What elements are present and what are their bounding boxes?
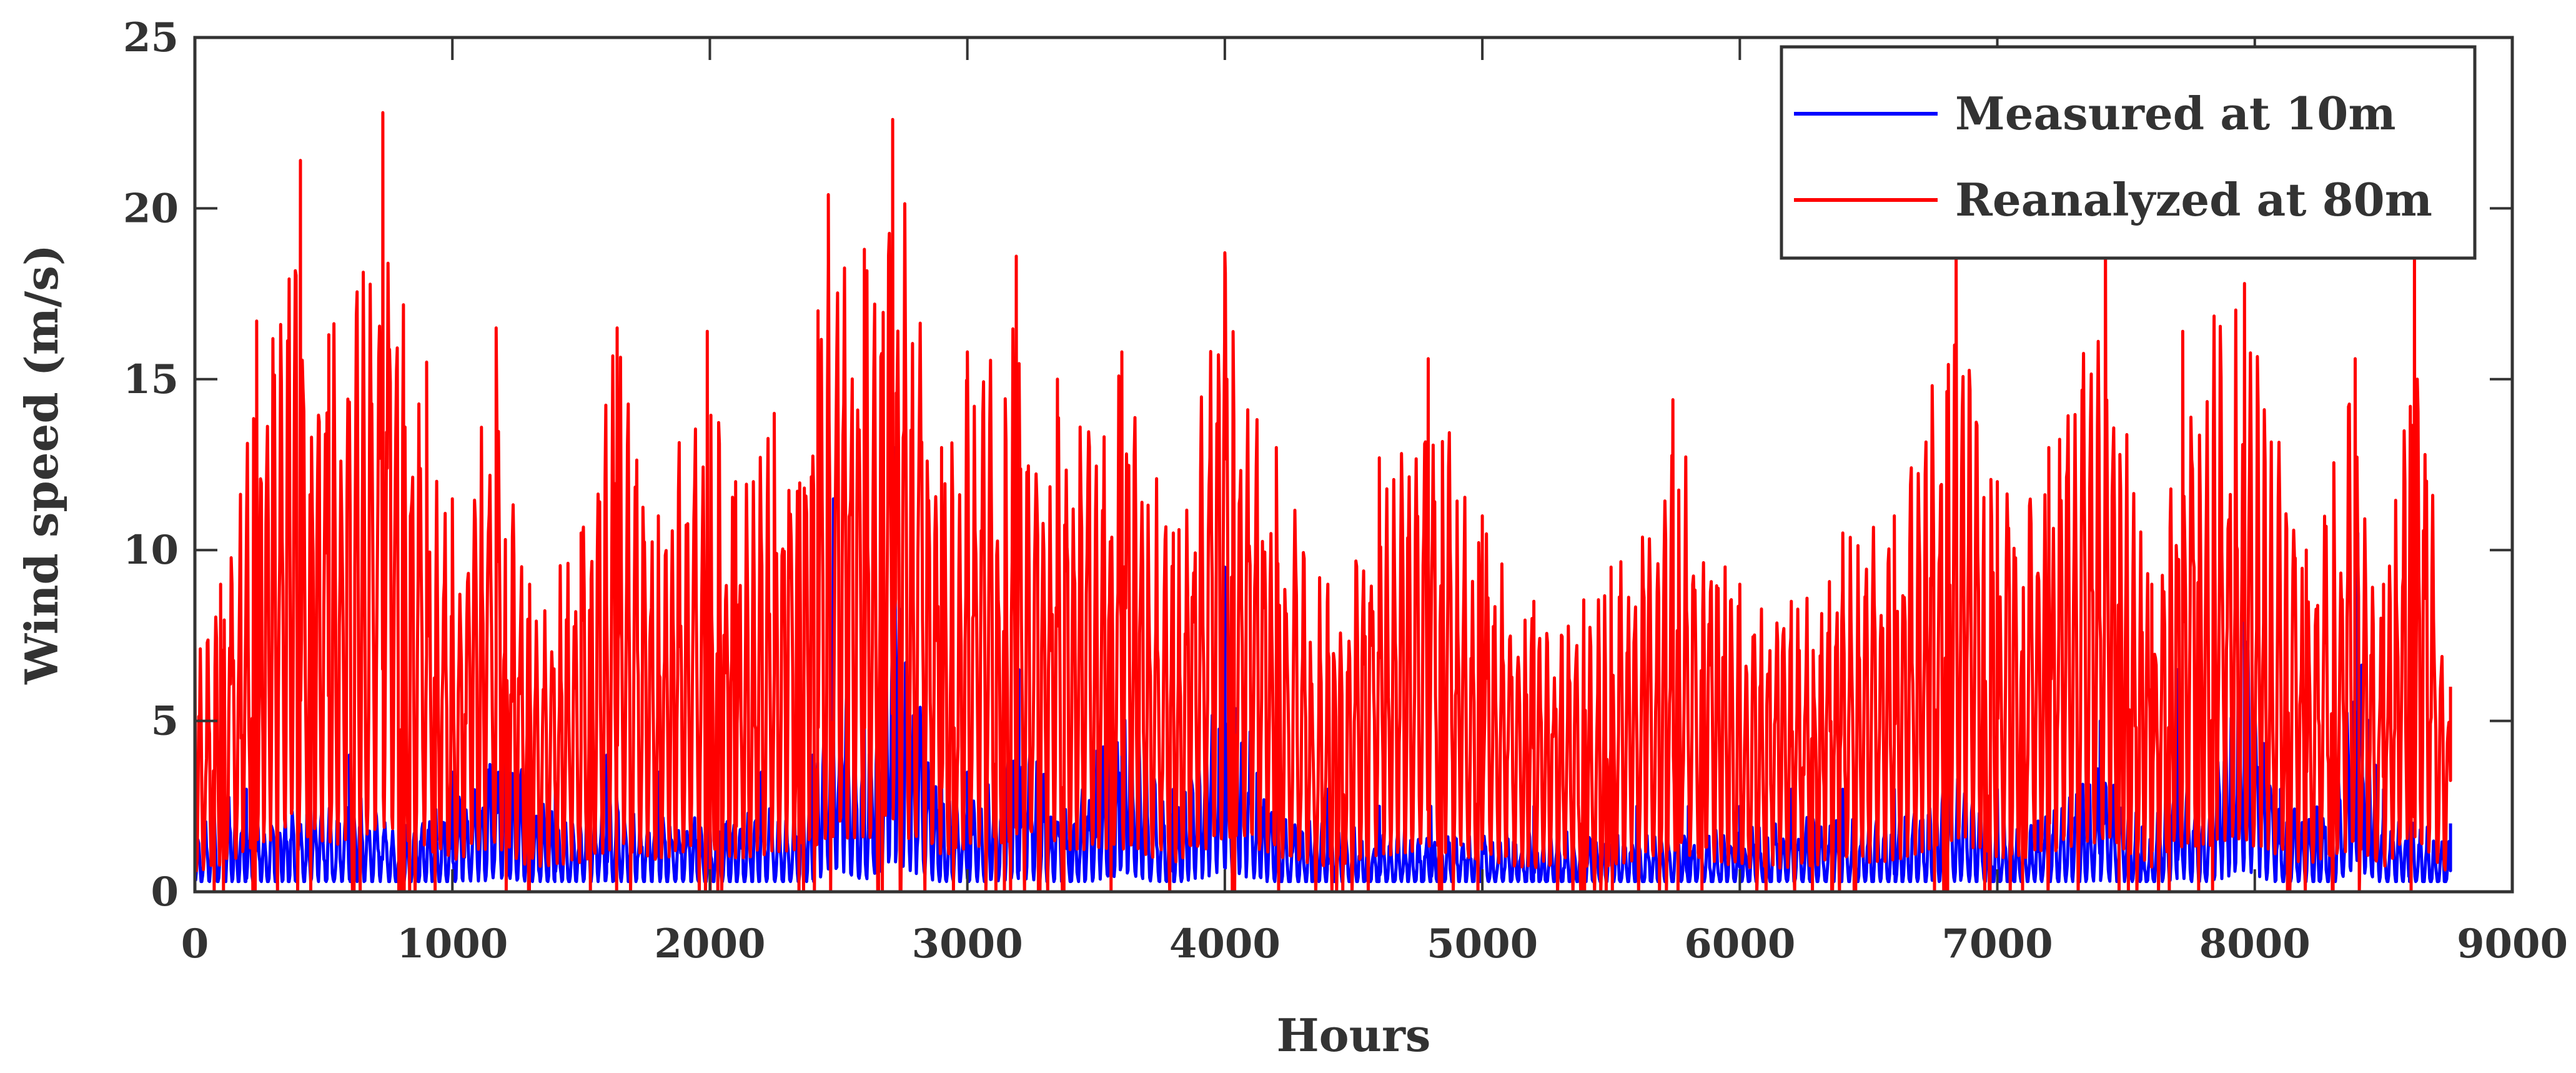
y-tick-label: 5	[151, 698, 179, 745]
x-tick-label: 1000	[397, 921, 508, 967]
x-tick-label: 0	[181, 921, 209, 967]
y-tick-label: 0	[151, 869, 179, 916]
plot-area-frame	[193, 36, 2514, 894]
legend-label-measured: Measured at 10m	[1955, 87, 2396, 140]
x-tick-label: 6000	[1684, 921, 1795, 967]
y-tick-label: 10	[123, 527, 179, 574]
x-tick-label: 2000	[654, 921, 765, 967]
y-tick-label: 20	[123, 185, 179, 232]
tick-layer: 0 1000 2000 3000 4000 5000 6000 7000 8000 9000 0 5 1…	[123, 14, 2568, 967]
x-axis-label: Hours	[1277, 1009, 1431, 1062]
x-tick-label: 4000	[1169, 921, 1281, 967]
legend: Measured at 10m Reanalyzed at 80m	[1780, 45, 2477, 260]
legend-label-reanalyzed: Reanalyzed at 80m	[1955, 173, 2432, 226]
x-tick-label: 3000	[912, 921, 1023, 967]
y-axis-label: Wind speed (m/s)	[15, 244, 68, 685]
series-line-reanalyzed	[193, 111, 2452, 894]
x-tick-label: 7000	[1941, 921, 2053, 967]
x-tick-label: 9000	[2457, 921, 2568, 967]
series-layer	[193, 111, 2452, 894]
legend-box	[1780, 45, 2477, 260]
x-tick-label: 8000	[2199, 921, 2311, 967]
y-tick-label: 25	[123, 14, 179, 61]
x-tick-label: 5000	[1427, 921, 1538, 967]
y-tick-label: 15	[123, 356, 179, 403]
